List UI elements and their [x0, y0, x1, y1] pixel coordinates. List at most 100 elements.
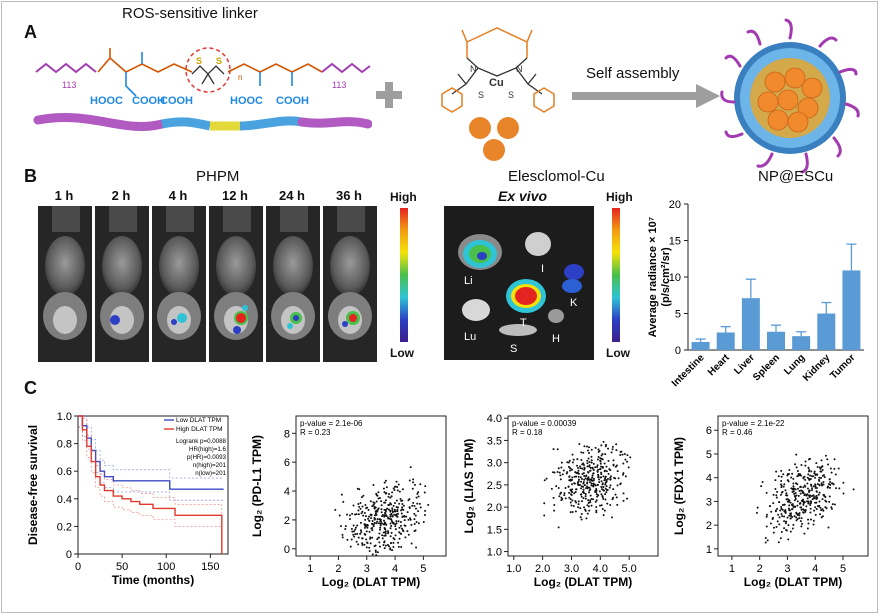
group-hooc-1: HOOC	[90, 95, 123, 107]
scatter-point	[783, 483, 786, 486]
scatter-point	[835, 487, 838, 490]
scatter-point	[605, 470, 608, 473]
scatter-point	[772, 502, 775, 505]
timepoint-4: 12 h	[221, 188, 248, 203]
scatter-point	[586, 449, 589, 452]
scatter-point	[788, 468, 791, 471]
scatter-point	[604, 483, 607, 486]
scatter-point	[380, 500, 383, 503]
scatter-point	[827, 463, 830, 466]
scatter-point	[600, 493, 603, 496]
scatter-point	[580, 459, 583, 462]
scatter-point	[598, 478, 601, 481]
scatter-point	[796, 475, 799, 478]
y-tick-label: 0.6	[57, 466, 72, 478]
scatter-point	[776, 520, 779, 523]
y-tick-label: 4	[706, 473, 712, 485]
scatter-point	[585, 475, 588, 478]
escu-s1: S	[478, 90, 484, 100]
scatter-point	[816, 473, 819, 476]
tumor-region	[110, 306, 134, 334]
scatter-point	[803, 532, 806, 535]
scatter-point	[424, 509, 427, 512]
scatter-point	[344, 528, 347, 531]
scatter-point	[842, 481, 845, 484]
scatter-point	[622, 473, 625, 476]
scatter-point	[411, 504, 414, 507]
scatter-point	[615, 496, 618, 499]
scatter-point	[756, 506, 759, 509]
scatter-point	[568, 475, 571, 478]
scatter-point	[559, 478, 562, 481]
scatter-point	[415, 520, 418, 523]
x-tick-label: 50	[116, 561, 128, 573]
y-tick-label: 0.8	[57, 439, 72, 451]
scatter-point	[799, 520, 802, 523]
scatter-point	[579, 467, 582, 470]
scatter-point	[795, 453, 798, 456]
y-tick-label: 1.0	[487, 547, 502, 559]
scatter-point	[815, 507, 818, 510]
scatter-point	[802, 503, 805, 506]
phenyl-right	[533, 87, 555, 113]
scatter-point	[577, 506, 580, 509]
scatter-point	[552, 471, 555, 474]
scatter-point	[619, 450, 622, 453]
x-axis-label: Log₂ (DLAT TPM)	[744, 575, 842, 589]
scatter-point	[799, 492, 802, 495]
scatter-point	[389, 496, 392, 499]
scatter-point	[550, 487, 553, 490]
scatter-point	[809, 503, 812, 506]
fluorescence-spot	[242, 305, 248, 311]
panel-b-letter: B	[24, 166, 37, 186]
scatter-point	[805, 493, 808, 496]
scatter-point	[616, 484, 619, 487]
scatter-point	[591, 484, 594, 487]
scatter-point	[552, 448, 555, 451]
scatter-point	[786, 473, 789, 476]
scatter-point	[375, 492, 378, 495]
scatter-point	[816, 497, 819, 500]
scatter-point	[543, 502, 546, 505]
scatter-point	[793, 515, 796, 518]
x-tick-label: 2.0	[535, 563, 550, 575]
scatter-point	[798, 517, 801, 520]
scatter-point	[342, 500, 345, 503]
scatter-point	[777, 513, 780, 516]
scatter-point	[575, 488, 578, 491]
x-axis-label: Log₂ (DLAT TPM)	[534, 575, 632, 589]
scatter-point	[567, 485, 570, 488]
bar-spleen	[767, 331, 785, 350]
scatter-point	[579, 507, 582, 510]
scatter-point	[815, 462, 818, 465]
scatter-point	[390, 525, 393, 528]
scatter-point	[568, 459, 571, 462]
scatter-point	[592, 498, 595, 501]
scatter-point	[592, 462, 595, 465]
scatter-point	[582, 490, 585, 493]
scatter-point	[366, 526, 369, 529]
scatter-point	[579, 476, 582, 479]
scatter-point	[376, 494, 379, 497]
scale2-high: High	[606, 190, 633, 204]
scatter-point	[568, 496, 571, 499]
scatter-point	[569, 489, 572, 492]
scatter-point	[807, 522, 810, 525]
scatter-point	[372, 503, 375, 506]
scatter-point	[384, 532, 387, 535]
scale2-low: Low	[606, 346, 630, 360]
scatter-point	[599, 504, 602, 507]
scatter-point	[341, 536, 344, 539]
scatter-point	[595, 493, 598, 496]
scatter-point	[360, 512, 363, 515]
scatter-point	[591, 474, 594, 477]
p-value-label: p-value = 2.1e-22	[722, 419, 785, 428]
scatter-point	[765, 525, 768, 528]
scatter-point	[389, 522, 392, 525]
scatter-point	[600, 458, 603, 461]
scatter-point	[785, 498, 788, 501]
scatter-point	[799, 486, 802, 489]
scatter-point	[795, 516, 798, 519]
scatter-point	[383, 512, 386, 515]
